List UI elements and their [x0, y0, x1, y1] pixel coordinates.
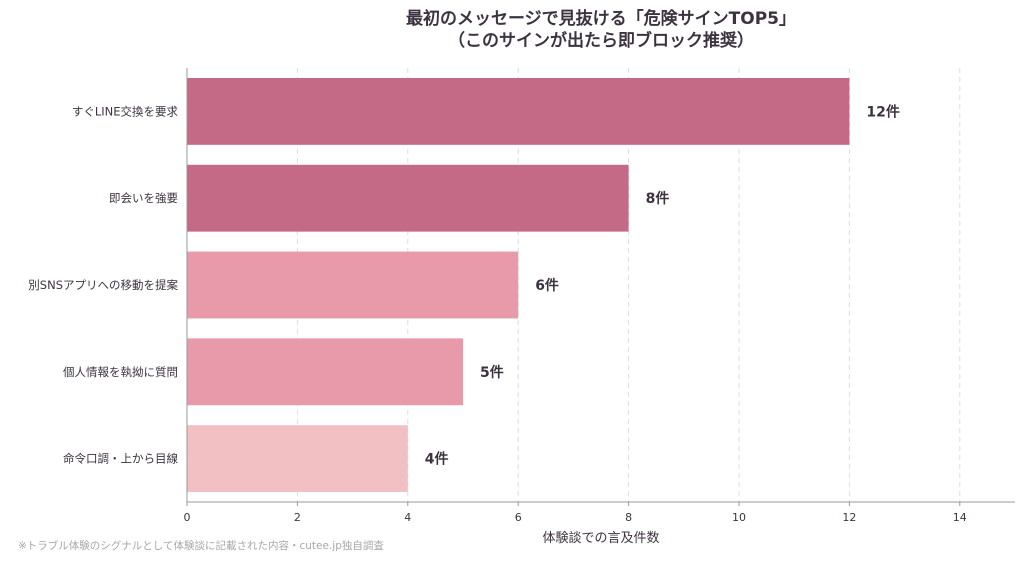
- bar: [187, 338, 463, 406]
- x-tick-label: 10: [732, 511, 746, 524]
- bar: [187, 164, 629, 232]
- footnote: ※トラブル体験のシグナルとして体験談に記載された内容・cutee.jp独自調査: [18, 540, 384, 552]
- chart-title: 最初のメッセージで見抜ける「危険サインTOP5」: [406, 9, 796, 29]
- bar: [187, 251, 519, 319]
- x-axis-title: 体験談での言及件数: [542, 530, 659, 546]
- category-label: すぐLINE交換を要求: [72, 104, 179, 118]
- labels: 12件 すぐLINE交換を要求 8件 即会いを強要 6件 別SNSアプリへの移動を提案 5件…: [28, 103, 900, 467]
- x-tick-label: 4: [404, 511, 411, 524]
- value-label: 5件: [480, 364, 504, 381]
- category-label: 即会いを強要: [109, 191, 178, 205]
- value-label: 12件: [866, 103, 899, 120]
- bar: [187, 77, 850, 145]
- category-label: 別SNSアプリへの移動を提案: [28, 278, 178, 292]
- bar: [187, 425, 408, 493]
- x-tick-label: 8: [625, 511, 632, 524]
- x-tick-label: 2: [294, 511, 301, 524]
- x-tick-label: 14: [953, 511, 967, 524]
- category-label: 個人情報を執拗に質問: [63, 365, 178, 379]
- chart-subtitle: （このサインが出たら即ブロック推奨）: [448, 31, 754, 51]
- category-label: 命令口調・上から目線: [63, 452, 178, 466]
- x-tick-label: 12: [842, 511, 856, 524]
- value-label: 4件: [425, 451, 449, 468]
- x-tick-label: 0: [184, 511, 191, 524]
- axes: 0 2 4 6 8 10 12 14 体験談での言及件数: [184, 68, 1015, 546]
- value-label: 6件: [535, 277, 559, 294]
- bars: [187, 77, 850, 493]
- value-label: 8件: [646, 190, 670, 207]
- x-tick-label: 6: [515, 511, 522, 524]
